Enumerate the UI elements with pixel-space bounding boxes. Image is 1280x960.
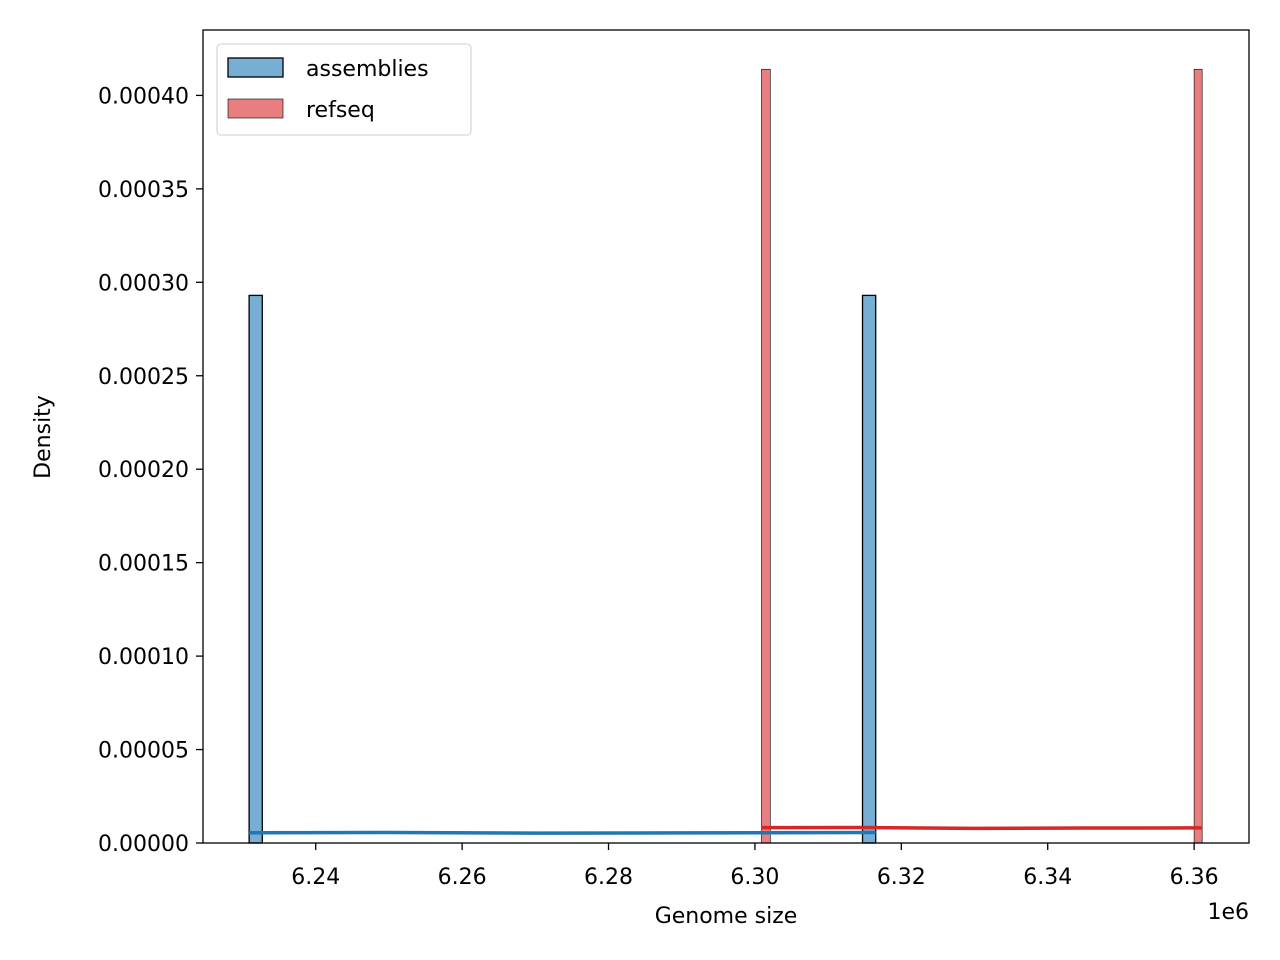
y-tick-label: 0.00010 — [98, 645, 189, 670]
legend-swatch-refseq — [227, 98, 284, 119]
x-tick-label: 6.36 — [1170, 865, 1219, 890]
y-tick-label: 0.00005 — [98, 739, 189, 764]
x-axis-label: Genome size — [655, 904, 798, 929]
legend-label-assemblies: assemblies — [306, 57, 429, 82]
y-tick-label: 0.00025 — [98, 365, 189, 390]
y-tick-label: 0.00015 — [98, 552, 189, 577]
legend-swatch-assemblies — [227, 57, 284, 78]
y-axis: 0.00000 0.00005 0.00010 0.00015 0.00020 0.000… — [98, 84, 203, 857]
plot-frame — [202, 29, 1250, 844]
bars-layer — [248, 68, 1203, 844]
bar-assemblies — [248, 294, 263, 844]
x-offset-label: 1e6 — [1207, 900, 1249, 925]
legend: assemblies refseq — [216, 43, 472, 136]
bar-refseq — [1193, 68, 1203, 844]
x-tick-label: 6.26 — [438, 865, 487, 890]
kde-line-refseq — [761, 825, 1203, 831]
x-tick-label: 6.32 — [877, 865, 926, 890]
y-axis-label: Density — [31, 395, 56, 479]
kde-layer — [249, 825, 1203, 835]
kde-line-assemblies — [249, 830, 876, 835]
bar-assemblies — [861, 294, 877, 844]
bar-refseq — [761, 68, 771, 844]
y-tick-label: 0.00035 — [98, 178, 189, 203]
x-tick-label: 6.28 — [584, 865, 633, 890]
y-tick-label: 0.00040 — [98, 84, 189, 109]
x-axis: 6.24 6.26 6.28 6.30 6.32 6.34 6.36 — [291, 843, 1219, 890]
x-tick-label: 6.34 — [1023, 865, 1072, 890]
x-tick-label: 6.30 — [730, 865, 779, 890]
x-tick-label: 6.24 — [291, 865, 340, 890]
y-tick-label: 0.00030 — [98, 271, 189, 296]
y-tick-label: 0.00020 — [98, 458, 189, 483]
legend-label-refseq: refseq — [306, 98, 375, 123]
y-tick-label: 0.00000 — [98, 832, 189, 857]
